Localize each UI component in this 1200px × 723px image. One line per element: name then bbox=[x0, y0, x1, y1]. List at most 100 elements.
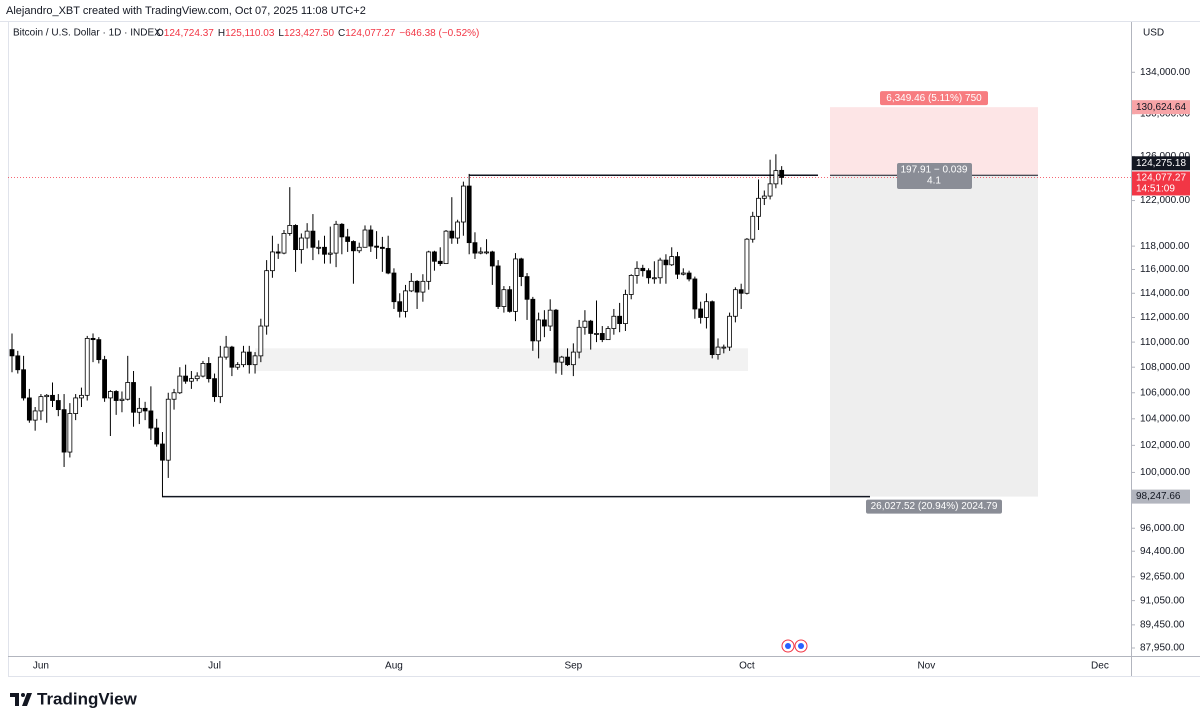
candle-body bbox=[252, 355, 258, 366]
candle-body bbox=[524, 276, 530, 300]
candle-body bbox=[750, 215, 756, 240]
candle-body bbox=[102, 359, 107, 399]
y-tick-label: 122,000.00 bbox=[1140, 195, 1190, 206]
candle-body bbox=[50, 394, 55, 401]
symbol-title: Bitcoin / U.S. Dollar · 1D · INDEX bbox=[13, 28, 161, 39]
candle-body bbox=[90, 337, 96, 341]
candle-body bbox=[680, 272, 686, 275]
candle-body bbox=[200, 363, 206, 377]
candle-body bbox=[351, 241, 356, 252]
candle-body bbox=[246, 351, 252, 366]
candle-body bbox=[686, 272, 692, 280]
candle-body bbox=[617, 315, 623, 324]
candle-body bbox=[304, 230, 310, 239]
event-icons bbox=[781, 639, 808, 653]
x-tick-label: Sep bbox=[564, 661, 582, 672]
tradingview-logo bbox=[10, 693, 32, 706]
candle-body bbox=[113, 391, 119, 401]
candle-body bbox=[322, 246, 327, 255]
candle-body bbox=[316, 246, 322, 249]
candle-body bbox=[333, 223, 339, 254]
candle-body bbox=[594, 333, 599, 335]
stop-annotation: 26,027.52 (20.94%) 2024.79 bbox=[871, 501, 998, 512]
event-icon-dot bbox=[785, 643, 791, 649]
ohlc-value: 123,427.50 bbox=[284, 28, 334, 39]
ohlc-key: C bbox=[338, 28, 345, 39]
last-price-label: 124,077.27 bbox=[1136, 173, 1186, 184]
candle-body bbox=[212, 378, 217, 398]
candle-body bbox=[327, 252, 333, 255]
ohlc-value: 124,724.37 bbox=[164, 28, 214, 39]
resistance-price-label-bg bbox=[1132, 156, 1190, 171]
y-tick-label: 110,000.00 bbox=[1140, 337, 1190, 348]
candle-body bbox=[472, 242, 478, 254]
candle-body bbox=[154, 427, 160, 445]
candle-body bbox=[107, 391, 113, 399]
candle-body bbox=[704, 301, 709, 318]
candle-body bbox=[61, 409, 67, 453]
candle-body bbox=[744, 238, 750, 294]
candle-body bbox=[44, 394, 50, 398]
target-price-label: 130,624.64 bbox=[1136, 102, 1186, 113]
candle-body bbox=[293, 225, 298, 251]
candle-body bbox=[715, 346, 721, 356]
y-tick-label: 114,000.00 bbox=[1140, 288, 1190, 299]
y-tick-label: 102,000.00 bbox=[1140, 440, 1190, 451]
candle-body bbox=[692, 278, 698, 310]
candle-body bbox=[287, 225, 293, 234]
candle-body bbox=[437, 260, 443, 265]
candle-body bbox=[362, 229, 368, 248]
candle-body bbox=[634, 267, 640, 276]
candle-body bbox=[536, 319, 542, 342]
entry-annotation: 4.1 bbox=[927, 176, 941, 187]
candle-body bbox=[611, 315, 617, 329]
candle-body bbox=[148, 410, 154, 429]
candle-body bbox=[761, 195, 767, 199]
x-tick-label: Jun bbox=[33, 661, 49, 672]
candle-body bbox=[484, 251, 489, 254]
candle-body bbox=[455, 221, 460, 239]
candle-body bbox=[264, 270, 270, 327]
candle-body bbox=[767, 183, 773, 197]
candle-body bbox=[356, 246, 362, 252]
entry-annotation-bg bbox=[897, 163, 972, 189]
candle-body bbox=[432, 251, 437, 262]
candle-body bbox=[651, 277, 657, 280]
candle-body bbox=[310, 230, 316, 248]
y-tick-label: 118,000.00 bbox=[1140, 241, 1190, 252]
candle-body bbox=[420, 280, 426, 293]
candle-body bbox=[466, 185, 472, 244]
candle-body bbox=[177, 375, 183, 394]
y-tick-label: 94,400.00 bbox=[1140, 546, 1185, 557]
candle-body bbox=[241, 351, 246, 366]
candle-body bbox=[530, 298, 536, 342]
candle-body bbox=[675, 256, 680, 275]
y-tick-label: 104,000.00 bbox=[1140, 413, 1190, 424]
candle-body bbox=[397, 301, 403, 312]
candle-body bbox=[275, 251, 281, 254]
candle-body bbox=[21, 369, 26, 399]
candle-body bbox=[518, 258, 524, 277]
candle-body bbox=[408, 280, 414, 292]
candle-body bbox=[605, 328, 611, 341]
x-tick-label: Nov bbox=[917, 661, 935, 672]
y-tick-label: 96,000.00 bbox=[1140, 523, 1185, 534]
candle-body bbox=[414, 280, 420, 293]
candle-body bbox=[15, 355, 21, 371]
candle-body bbox=[183, 375, 189, 382]
candle-body bbox=[281, 233, 287, 254]
candle-body bbox=[565, 356, 570, 366]
candle-body bbox=[576, 326, 582, 353]
candle-body bbox=[391, 272, 397, 303]
candle-body bbox=[368, 229, 374, 247]
support-price-label-bg bbox=[1132, 489, 1190, 504]
support-price-label: 98,247.66 bbox=[1136, 491, 1181, 502]
ohlc-key: L bbox=[278, 28, 284, 39]
ohlc-legend: O124,724.37 H125,110.03 L123,427.50 C124,07… bbox=[156, 28, 479, 39]
candle-body bbox=[165, 398, 171, 461]
candle-body bbox=[258, 325, 264, 357]
candle-body bbox=[136, 407, 142, 413]
candle-body bbox=[385, 248, 391, 274]
stop-zone bbox=[830, 175, 1038, 497]
candle-body bbox=[489, 251, 495, 267]
